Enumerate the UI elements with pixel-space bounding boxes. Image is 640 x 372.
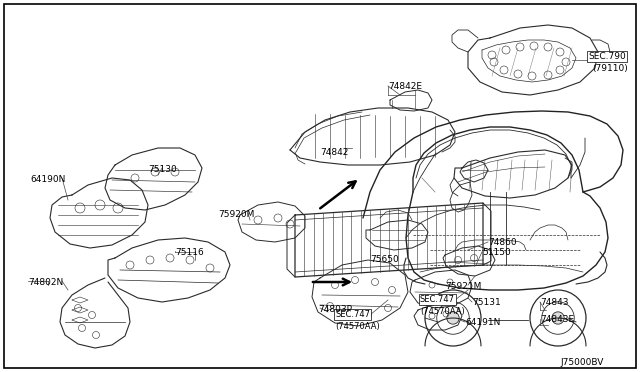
- Text: 74802N: 74802N: [28, 278, 63, 287]
- Text: 75116: 75116: [175, 248, 204, 257]
- Text: (74570AA): (74570AA): [420, 307, 465, 316]
- Text: 74843E: 74843E: [540, 315, 574, 324]
- Circle shape: [552, 312, 564, 324]
- Text: J75000BV: J75000BV: [560, 358, 604, 367]
- Text: 74843: 74843: [540, 298, 568, 307]
- Text: 75131: 75131: [472, 298, 500, 307]
- Circle shape: [447, 312, 459, 324]
- Text: 64191N: 64191N: [465, 318, 500, 327]
- Text: 64190N: 64190N: [30, 175, 65, 184]
- Text: SEC.747: SEC.747: [335, 310, 370, 319]
- Text: 74842: 74842: [320, 148, 348, 157]
- Text: SEC.790: SEC.790: [588, 52, 626, 61]
- Text: 74803P: 74803P: [318, 305, 352, 314]
- Text: (79110): (79110): [592, 64, 628, 73]
- Text: 74842E: 74842E: [388, 82, 422, 91]
- Text: (74570AA): (74570AA): [335, 322, 380, 331]
- Text: SEC.747: SEC.747: [420, 295, 455, 304]
- Text: 75920M: 75920M: [218, 210, 254, 219]
- Text: 51150: 51150: [482, 248, 511, 257]
- Text: 75650: 75650: [370, 255, 399, 264]
- Text: 74860: 74860: [488, 238, 516, 247]
- Text: 75921M: 75921M: [445, 282, 481, 291]
- Text: 75130: 75130: [148, 165, 177, 174]
